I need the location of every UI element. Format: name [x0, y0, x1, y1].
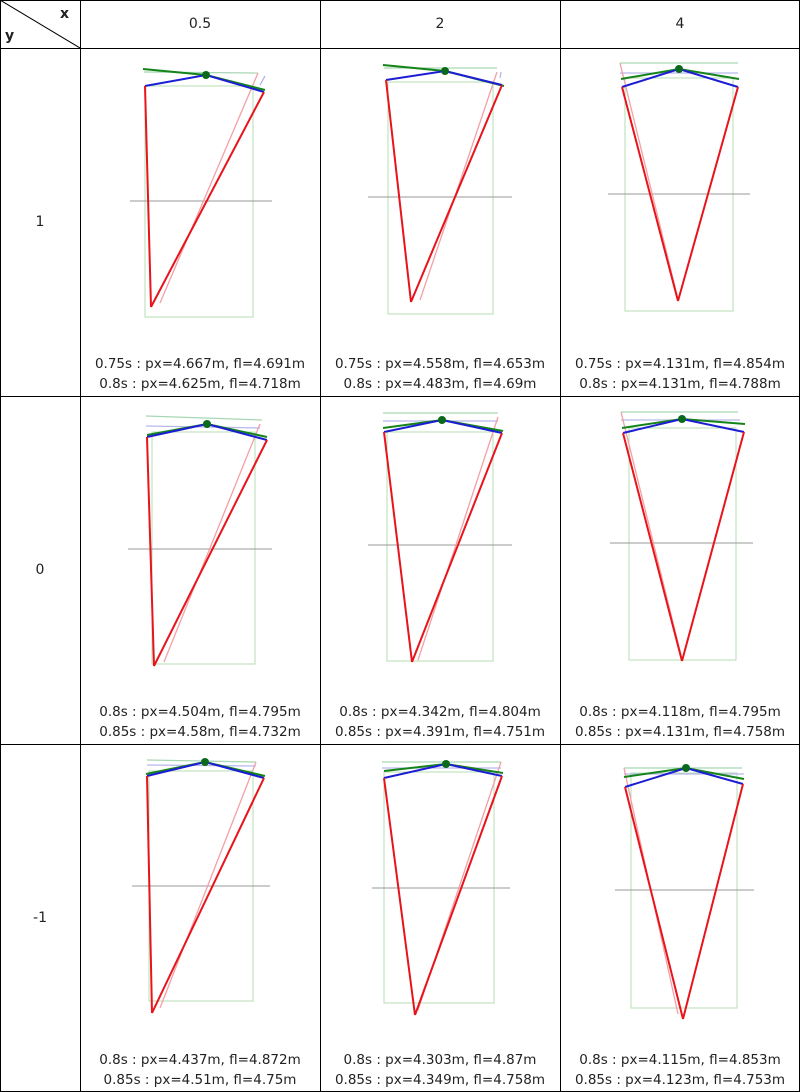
red-leg-right [150, 91, 265, 308]
caption-line-1: 0.8s : px=4.115m, fl=4.853m [579, 1052, 781, 1068]
tent-diagram [368, 412, 512, 663]
pivot-dot [201, 758, 209, 766]
tent-panel: 0.75s : px=4.558m, fl=4.653m 0.8s : px=4.… [320, 48, 560, 396]
tent-diagram [615, 764, 754, 1020]
tent-diagram [128, 415, 272, 667]
caption-line-1: 0.8s : px=4.342m, fl=4.804m [339, 704, 541, 720]
caption-line-1: 0.8s : px=4.437m, fl=4.872m [99, 1052, 301, 1068]
caption-line-2: 0.85s : px=4.51m, fl=4.75m [103, 1072, 297, 1088]
ghost-leg [619, 62, 679, 300]
caption-line-1: 0.8s : px=4.118m, fl=4.795m [579, 704, 781, 720]
ghost-leg [163, 423, 261, 663]
red-leg-right [153, 439, 268, 667]
grid-hline [0, 0, 800, 1]
grid-hline [0, 396, 800, 397]
tent-diagram [608, 62, 750, 312]
ghost-leg [159, 72, 259, 304]
pivot-dot [202, 71, 210, 79]
red-leg-left [624, 786, 684, 1020]
ghost-leg [159, 761, 257, 1009]
ghost-leg [419, 71, 498, 301]
caption-line-1: 0.75s : px=4.667m, fl=4.691m [94, 356, 306, 372]
row-header: 0 [35, 562, 45, 578]
ghost-bar [146, 764, 257, 767]
tent-diagram [372, 760, 510, 1016]
tent-panel: 0.8s : px=4.342m, fl=4.804m 0.85s : px=4.… [320, 396, 560, 744]
column-header: 2 [435, 16, 445, 32]
red-leg-right [677, 86, 739, 302]
grid-hline [0, 744, 800, 745]
tent-panel: 0.8s : px=4.118m, fl=4.795m 0.85s : px=4.… [560, 396, 800, 744]
red-leg-left [383, 431, 413, 663]
red-leg-right [411, 432, 503, 663]
red-leg-left [146, 775, 153, 1014]
caption-line-1: 0.8s : px=4.504m, fl=4.795m [99, 704, 301, 720]
red-leg-left [622, 432, 683, 662]
tent-panel: 0.75s : px=4.131m, fl=4.854m 0.8s : px=4.… [560, 48, 800, 396]
pivot-dot [438, 416, 446, 424]
y-axis-label: y [5, 28, 15, 44]
red-leg-right [151, 777, 265, 1014]
ghost-bar [499, 71, 502, 79]
ghost-bar [145, 425, 261, 429]
tent-diagram [368, 64, 512, 315]
caption-line-2: 0.85s : px=4.123m, fl=4.753m [574, 1072, 786, 1088]
caption-line-2: 0.85s : px=4.391m, fl=4.751m [334, 724, 546, 740]
caption-line-2: 0.85s : px=4.131m, fl=4.758m [574, 724, 786, 740]
ghost-bar [145, 415, 263, 421]
tent-panel: 0.75s : px=4.667m, fl=4.691m 0.8s : px=4.… [80, 48, 320, 396]
red-leg-right [410, 84, 503, 303]
caption-line-2: 0.85s : px=4.349m, fl=4.758m [334, 1072, 546, 1088]
tent-panel: 0.8s : px=4.504m, fl=4.795m 0.85s : px=4.… [80, 396, 320, 744]
corner-header: x y [0, 0, 80, 48]
row-header: 1 [35, 214, 45, 230]
grid-vline [0, 0, 1, 1092]
grid-vline [560, 0, 561, 1092]
column-header: 4 [675, 16, 685, 32]
ghost-leg [417, 416, 499, 661]
caption-line-2: 0.8s : px=4.483m, fl=4.69m [343, 376, 537, 392]
caption-line-1: 0.8s : px=4.303m, fl=4.87m [343, 1052, 537, 1068]
grid-vline [80, 0, 81, 1092]
pivot-dot [442, 760, 450, 768]
pivot-dot [441, 67, 449, 75]
ghost-bar [143, 71, 259, 74]
bounding-frame [628, 427, 737, 661]
tent-diagram [132, 758, 270, 1014]
bounding-frame [386, 431, 494, 662]
pivot-dot [678, 415, 686, 423]
row-header: -1 [33, 910, 47, 926]
tent-panel: 0.8s : px=4.303m, fl=4.87m 0.85s : px=4.3… [320, 744, 560, 1092]
pivot-dot [203, 420, 211, 428]
caption-line-2: 0.8s : px=4.625m, fl=4.718m [99, 376, 301, 392]
tent-panel: 0.8s : px=4.437m, fl=4.872m 0.85s : px=4.… [80, 744, 320, 1092]
tent-panel: 0.8s : px=4.115m, fl=4.853m 0.85s : px=4.… [560, 744, 800, 1092]
tent-diagram [130, 68, 272, 318]
red-leg-left [144, 85, 152, 308]
bounding-frame [151, 431, 256, 665]
red-leg-right [682, 783, 744, 1020]
caption-line-2: 0.85s : px=4.58m, fl=4.732m [99, 724, 301, 740]
red-leg-right [681, 431, 745, 662]
tent-diagram [610, 411, 753, 662]
grid-hline [0, 48, 800, 49]
corner-diagonal [0, 0, 80, 48]
caption-line-2: 0.8s : px=4.131m, fl=4.788m [579, 376, 781, 392]
red-leg-left [146, 436, 155, 667]
red-leg-left [383, 777, 416, 1016]
column-header: 0.5 [188, 16, 212, 32]
red-leg-left [621, 86, 679, 302]
pivot-dot [675, 65, 683, 73]
grid-vline [320, 0, 321, 1092]
red-leg-left [385, 79, 412, 303]
caption-line-1: 0.75s : px=4.131m, fl=4.854m [574, 356, 786, 372]
pivot-dot [682, 764, 690, 772]
x-axis-label: x [60, 6, 70, 22]
bounding-frame [387, 81, 494, 315]
caption-line-1: 0.75s : px=4.558m, fl=4.653m [334, 356, 546, 372]
ghost-bar [259, 75, 266, 86]
red-leg-right [414, 775, 503, 1016]
